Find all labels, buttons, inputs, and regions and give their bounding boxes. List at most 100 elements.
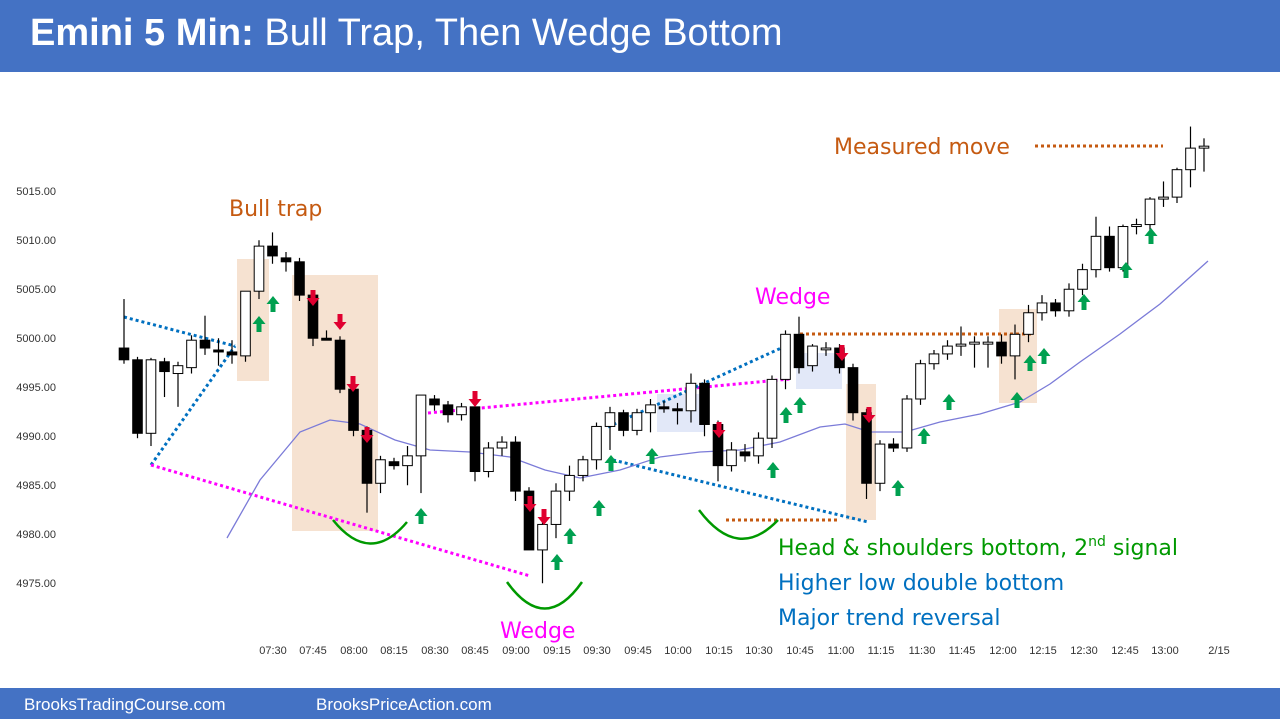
up-arrow-icon — [604, 455, 618, 471]
candle-body — [1171, 169, 1183, 198]
x-tick-label: 12:45 — [1111, 645, 1139, 657]
footer-link-price-action[interactable]: BrooksPriceAction.com — [316, 695, 492, 714]
x-tick-label: 11:00 — [828, 645, 855, 657]
x-tick-label: 09:15 — [543, 645, 571, 657]
candle-body — [699, 382, 710, 425]
x-tick-label: 09:00 — [502, 645, 530, 657]
candle-body — [753, 437, 764, 457]
wedge-top-label: Wedge — [755, 285, 830, 310]
hs-bottom-label: Head & shoulders bottom, 2nd signal — [778, 534, 1178, 561]
candle-body — [1104, 235, 1115, 269]
bull-trap-label: Bull trap — [229, 197, 322, 222]
candle — [159, 357, 170, 398]
up-arrow-icon — [550, 554, 564, 570]
candle-body — [348, 388, 359, 431]
candle-body — [861, 412, 872, 484]
candle — [456, 402, 467, 421]
candle — [996, 334, 1007, 364]
triangle-bottom-line — [149, 345, 237, 466]
y-axis-ticks: 5015.00 5010.00 5005.00 5000.00 4995.00 … — [16, 186, 56, 590]
candle-body — [159, 361, 170, 373]
candle-body — [955, 343, 967, 347]
annotations: Bull trap Measured move Wedge Wedge Head… — [229, 135, 1178, 644]
right-shoulder-arc — [698, 509, 779, 541]
candle — [753, 432, 764, 464]
highlight-box — [657, 394, 705, 432]
x-tick-label: 10:45 — [786, 645, 814, 657]
candle-body — [1036, 302, 1048, 314]
candle — [955, 326, 967, 356]
x-tick-label: 07:30 — [259, 645, 287, 657]
candle-body — [294, 261, 305, 296]
signal-arrows — [252, 228, 1158, 570]
down-arrow-icon — [862, 407, 876, 423]
candle-body — [888, 443, 899, 449]
candle-body — [321, 337, 332, 341]
candle-body — [280, 257, 292, 263]
up-arrow-icon — [1144, 228, 1158, 244]
candle — [699, 379, 710, 437]
candle — [1131, 218, 1142, 235]
highlight-box — [292, 275, 378, 531]
y-tick-label: 5015.00 — [16, 186, 56, 198]
candle — [1185, 126, 1196, 188]
x-tick-label: 13:00 — [1151, 645, 1179, 657]
candle — [847, 363, 859, 421]
candle — [388, 457, 400, 470]
triangle-top-line — [123, 315, 236, 348]
candle-body — [510, 441, 521, 492]
candle — [631, 408, 643, 436]
candle-body — [658, 406, 670, 410]
candle-body — [1185, 147, 1196, 171]
candle — [240, 290, 251, 362]
x-tick-label: 07:45 — [299, 645, 327, 657]
candle — [739, 444, 751, 462]
candle — [645, 399, 656, 433]
candle — [226, 340, 238, 364]
candle-body — [240, 290, 251, 357]
candle-body — [402, 455, 413, 467]
price-chart: 5015.00 5010.00 5005.00 5000.00 4995.00 … — [16, 126, 1230, 657]
candle — [1050, 299, 1061, 317]
candle-body — [618, 412, 629, 431]
candle-body — [429, 398, 440, 406]
up-arrow-icon — [942, 394, 956, 410]
candle — [874, 440, 886, 492]
footer-link-trading-course[interactable]: BrooksTradingCourse.com — [24, 695, 226, 714]
candle-body — [1077, 269, 1088, 290]
candle — [402, 446, 413, 486]
candle — [928, 350, 940, 370]
candle — [672, 402, 683, 425]
candle — [1090, 216, 1102, 278]
candle-body — [928, 353, 940, 365]
candle-body — [267, 245, 278, 257]
candle-body — [186, 339, 197, 369]
candle — [253, 240, 265, 300]
candle-body — [685, 382, 697, 412]
down-arrow-icon — [468, 391, 482, 407]
candle-body — [996, 341, 1007, 357]
candle — [942, 340, 953, 360]
candle-body — [901, 398, 913, 449]
candle — [820, 342, 832, 356]
hs-main-text: Head & shoulders bottom, 2 — [778, 536, 1088, 561]
up-arrow-icon — [1010, 392, 1024, 408]
candle-body — [132, 359, 143, 434]
candle-body — [780, 333, 791, 380]
candle-body — [874, 443, 886, 484]
candle-body — [145, 359, 157, 434]
candle — [496, 436, 508, 456]
up-arrow-icon — [592, 500, 606, 516]
down-arrow-icon — [360, 427, 374, 443]
x-tick-label: 09:30 — [583, 645, 611, 657]
candle — [321, 330, 332, 341]
candle-body — [415, 394, 427, 457]
candle-body — [523, 490, 535, 551]
candle — [1104, 226, 1115, 272]
x-tick-label: 10:00 — [664, 645, 692, 657]
candle-body — [982, 341, 994, 345]
up-arrow-icon — [1077, 294, 1091, 310]
candle — [793, 316, 805, 374]
candle — [915, 359, 926, 405]
candle-body — [172, 365, 184, 375]
